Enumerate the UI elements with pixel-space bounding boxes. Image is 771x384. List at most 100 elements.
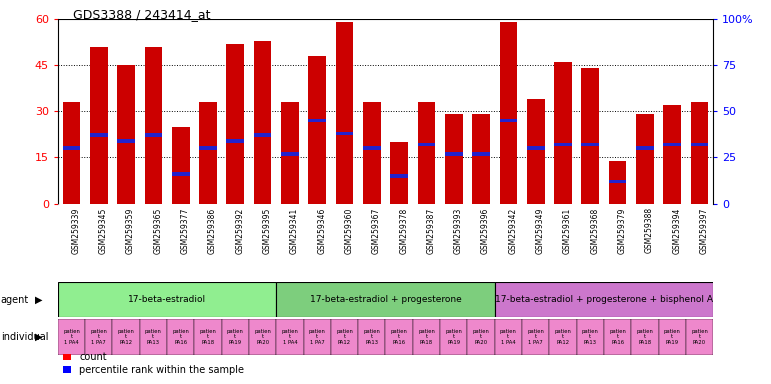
Text: agent: agent [1,295,29,305]
Text: patien
t
PA20: patien t PA20 [473,329,490,345]
Bar [62,102,80,204]
Bar [227,139,244,143]
Bar [276,319,304,355]
Text: GSM259367: GSM259367 [372,207,381,254]
Bar [549,319,577,355]
Bar [308,56,326,204]
Bar [636,146,654,150]
Bar [281,152,299,156]
Bar [658,319,686,355]
Text: GSM259387: GSM259387 [426,207,436,253]
Text: GSM259365: GSM259365 [153,207,163,254]
Text: patien
t
1 PA4: patien t 1 PA4 [63,329,80,345]
Text: patien
t
PA12: patien t PA12 [336,329,353,345]
Bar [144,134,162,137]
Bar [390,142,408,204]
Bar [467,319,495,355]
Bar [472,152,490,156]
Bar [199,102,217,204]
Text: GSM259396: GSM259396 [481,207,490,254]
Bar [90,47,108,204]
Bar [117,139,135,143]
Text: GSM259377: GSM259377 [180,207,190,254]
Bar [631,319,658,355]
Text: ▶: ▶ [35,295,42,305]
Bar [445,152,463,156]
Text: patien
t
PA13: patien t PA13 [145,329,162,345]
Text: 17-beta-estradiol + progesterone: 17-beta-estradiol + progesterone [310,295,461,304]
Bar [554,143,572,146]
Bar [554,62,572,204]
Bar [140,319,167,355]
Bar [304,319,331,355]
Bar [581,68,599,204]
Bar [144,47,162,204]
Bar [636,114,654,204]
Text: patien
t
PA18: patien t PA18 [200,329,217,345]
Bar [113,319,140,355]
Text: GSM259359: GSM259359 [126,207,135,254]
Text: patien
t
1 PA7: patien t 1 PA7 [90,329,107,345]
Bar [167,319,194,355]
Text: patien
t
PA13: patien t PA13 [582,329,599,345]
Bar [194,319,222,355]
Text: ▶: ▶ [35,332,42,342]
Bar [363,102,381,204]
Bar [527,99,544,204]
Text: GSM259361: GSM259361 [563,207,572,253]
Bar [359,319,386,355]
Text: GDS3388 / 243414_at: GDS3388 / 243414_at [73,8,210,21]
Text: patien
t
1 PA7: patien t 1 PA7 [527,329,544,345]
Text: patien
t
1 PA4: patien t 1 PA4 [281,329,298,345]
Bar [90,134,108,137]
Text: GSM259397: GSM259397 [699,207,709,254]
Text: patien
t
PA20: patien t PA20 [254,329,271,345]
Bar [527,146,544,150]
Text: GSM259392: GSM259392 [235,207,244,253]
Bar [331,319,359,355]
Bar [335,132,353,135]
Text: GSM259346: GSM259346 [317,207,326,254]
Text: patien
t
PA19: patien t PA19 [664,329,681,345]
Text: patien
t
PA19: patien t PA19 [446,329,462,345]
Text: individual: individual [1,332,49,342]
Text: GSM259379: GSM259379 [618,207,627,254]
Bar [85,319,113,355]
Bar [418,143,436,146]
Bar [363,146,381,150]
Bar [221,319,249,355]
Bar [495,319,522,355]
Text: patien
t
PA18: patien t PA18 [637,329,653,345]
Bar [691,143,709,146]
Text: patien
t
PA16: patien t PA16 [609,329,626,345]
Bar [663,143,681,146]
Bar [308,119,326,122]
Bar [58,282,276,317]
Bar [445,114,463,204]
Text: GSM259395: GSM259395 [263,207,271,254]
Bar [172,172,190,176]
Bar [227,44,244,204]
Bar [581,143,599,146]
Bar [663,105,681,204]
Bar [62,146,80,150]
Bar [249,319,276,355]
Text: GSM259345: GSM259345 [99,207,108,254]
Text: patien
t
PA12: patien t PA12 [118,329,134,345]
Bar [418,102,436,204]
Text: 17-beta-estradiol: 17-beta-estradiol [128,295,206,304]
Text: GSM259341: GSM259341 [290,207,299,253]
Bar [335,22,353,204]
Text: patien
t
PA16: patien t PA16 [391,329,408,345]
Bar [609,161,627,204]
Text: GSM259342: GSM259342 [508,207,517,253]
Text: patien
t
PA12: patien t PA12 [554,329,571,345]
Text: GSM259349: GSM259349 [536,207,544,254]
Bar [254,41,271,204]
Text: GSM259388: GSM259388 [645,207,654,253]
Text: GSM259368: GSM259368 [591,207,599,253]
Bar [609,180,627,183]
Bar [386,319,412,355]
Text: patien
t
PA13: patien t PA13 [363,329,380,345]
Bar [604,319,631,355]
